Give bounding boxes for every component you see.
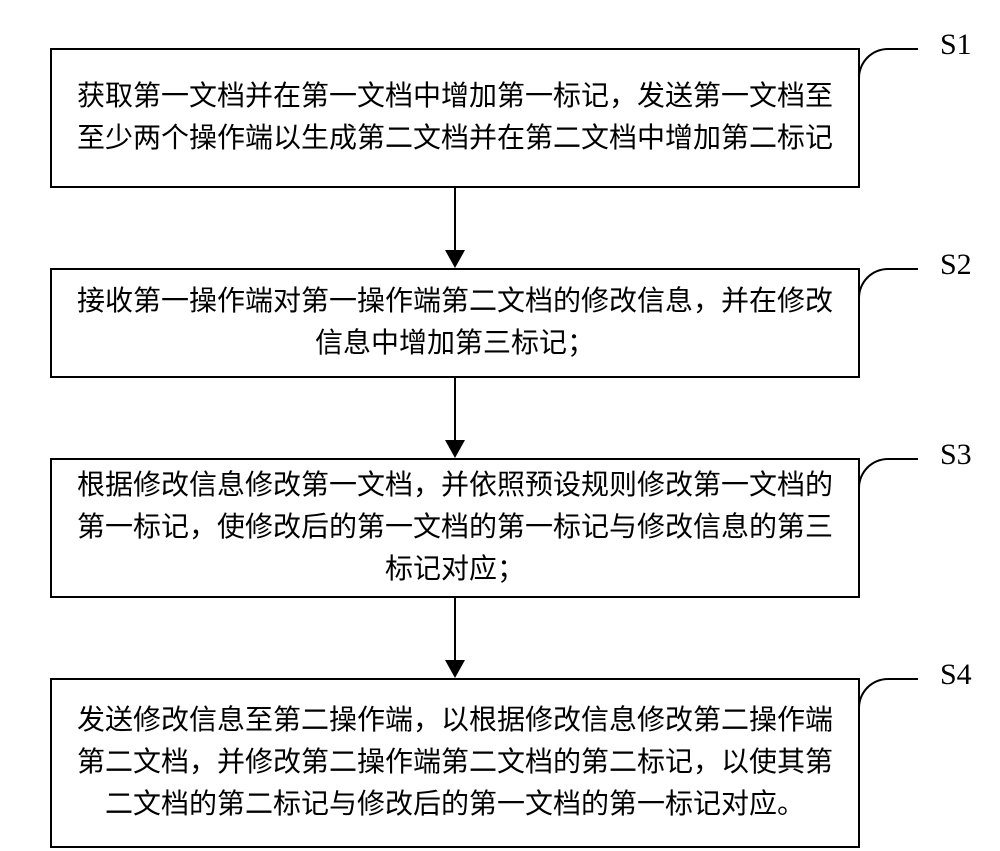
step-box-s4: 发送修改信息至第二操作端，以根据修改信息修改第二操作端第二文档，并修改第二操作端… xyxy=(50,678,860,848)
arrow-head-s2-s3 xyxy=(445,440,465,458)
arrow-s2-s3 xyxy=(454,378,456,440)
step-box-s3: 根据修改信息修改第一文档，并依照预设规则修改第一文档的第一标记，使修改后的第一文… xyxy=(50,458,860,598)
flowchart-canvas: 获取第一文档并在第一文档中增加第一标记，发送第一文档至至少两个操作端以生成第二文… xyxy=(0,0,1000,851)
arrow-s1-s2 xyxy=(454,188,456,250)
label-connector-s2 xyxy=(858,268,918,298)
step-text-s3: 根据修改信息修改第一文档，并依照预设规则修改第一文档的第一标记，使修改后的第一文… xyxy=(72,465,838,591)
step-label-s1: S1 xyxy=(940,28,972,62)
step-box-s2: 接收第一操作端对第一操作端第二文档的修改信息，并在修改信息中增加第三标记； xyxy=(50,268,860,378)
step-label-s3: S3 xyxy=(940,438,972,472)
label-connector-s4 xyxy=(858,678,918,708)
step-label-s4: S4 xyxy=(940,658,972,692)
step-text-s4: 发送修改信息至第二操作端，以根据修改信息修改第二操作端第二文档，并修改第二操作端… xyxy=(72,700,838,826)
step-box-s1: 获取第一文档并在第一文档中增加第一标记，发送第一文档至至少两个操作端以生成第二文… xyxy=(50,48,860,188)
label-connector-s3 xyxy=(858,458,918,488)
arrow-s3-s4 xyxy=(454,598,456,660)
step-text-s2: 接收第一操作端对第一操作端第二文档的修改信息，并在修改信息中增加第三标记； xyxy=(72,281,838,365)
arrow-head-s1-s2 xyxy=(445,250,465,268)
arrow-head-s3-s4 xyxy=(445,660,465,678)
step-label-s2: S2 xyxy=(940,248,972,282)
label-connector-s1 xyxy=(858,48,918,78)
step-text-s1: 获取第一文档并在第一文档中增加第一标记，发送第一文档至至少两个操作端以生成第二文… xyxy=(72,76,838,160)
